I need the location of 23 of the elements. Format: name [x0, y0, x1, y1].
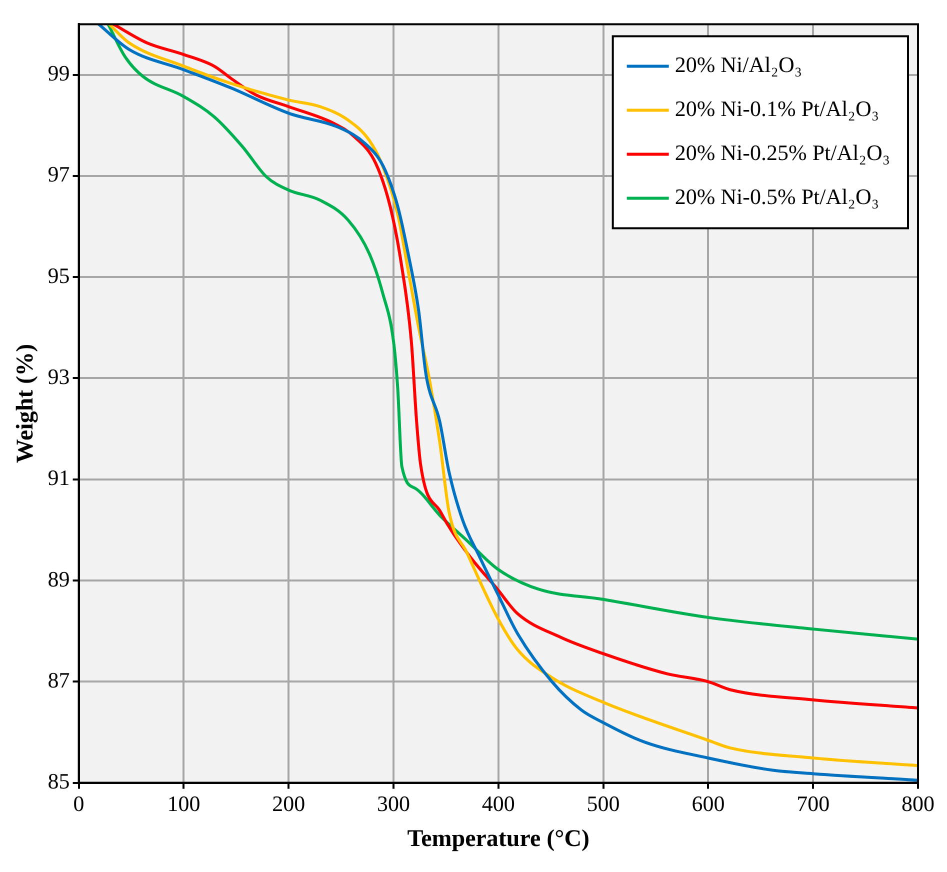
legend-label: 20% Ni/Al₂O₃	[674, 52, 802, 77]
x-tick-label: 500	[586, 790, 620, 816]
legend-label: 20% Ni-0.25% Pt/Al₂O₃	[674, 140, 890, 165]
legend-label: 20% Ni-0.5% Pt/Al₂O₃	[674, 184, 880, 209]
y-tick-label: 93	[48, 364, 70, 389]
y-tick-label: 91	[48, 465, 70, 490]
x-tick-label: 400	[482, 790, 515, 816]
x-tick-label: 200	[272, 790, 306, 816]
x-tick-label: 800	[902, 790, 934, 816]
y-axis-title: Weight (%)	[12, 344, 39, 464]
x-tick-label: 700	[796, 790, 830, 816]
legend-label: 20% Ni-0.1% Pt/Al₂O₃	[674, 96, 880, 121]
x-tick-label: 100	[167, 790, 200, 816]
y-tick-label: 97	[48, 162, 70, 187]
y-tick-label: 95	[48, 262, 70, 288]
x-tick-label: 600	[692, 790, 725, 816]
x-axis-title: Temperature (°C)	[407, 826, 590, 852]
y-tick-label: 89	[48, 566, 70, 592]
x-tick-label: 0	[73, 790, 84, 816]
y-tick-label: 87	[48, 667, 70, 692]
x-tick-label: 300	[377, 790, 410, 816]
y-tick-label: 99	[48, 60, 70, 86]
y-tick-label: 85	[48, 768, 70, 794]
